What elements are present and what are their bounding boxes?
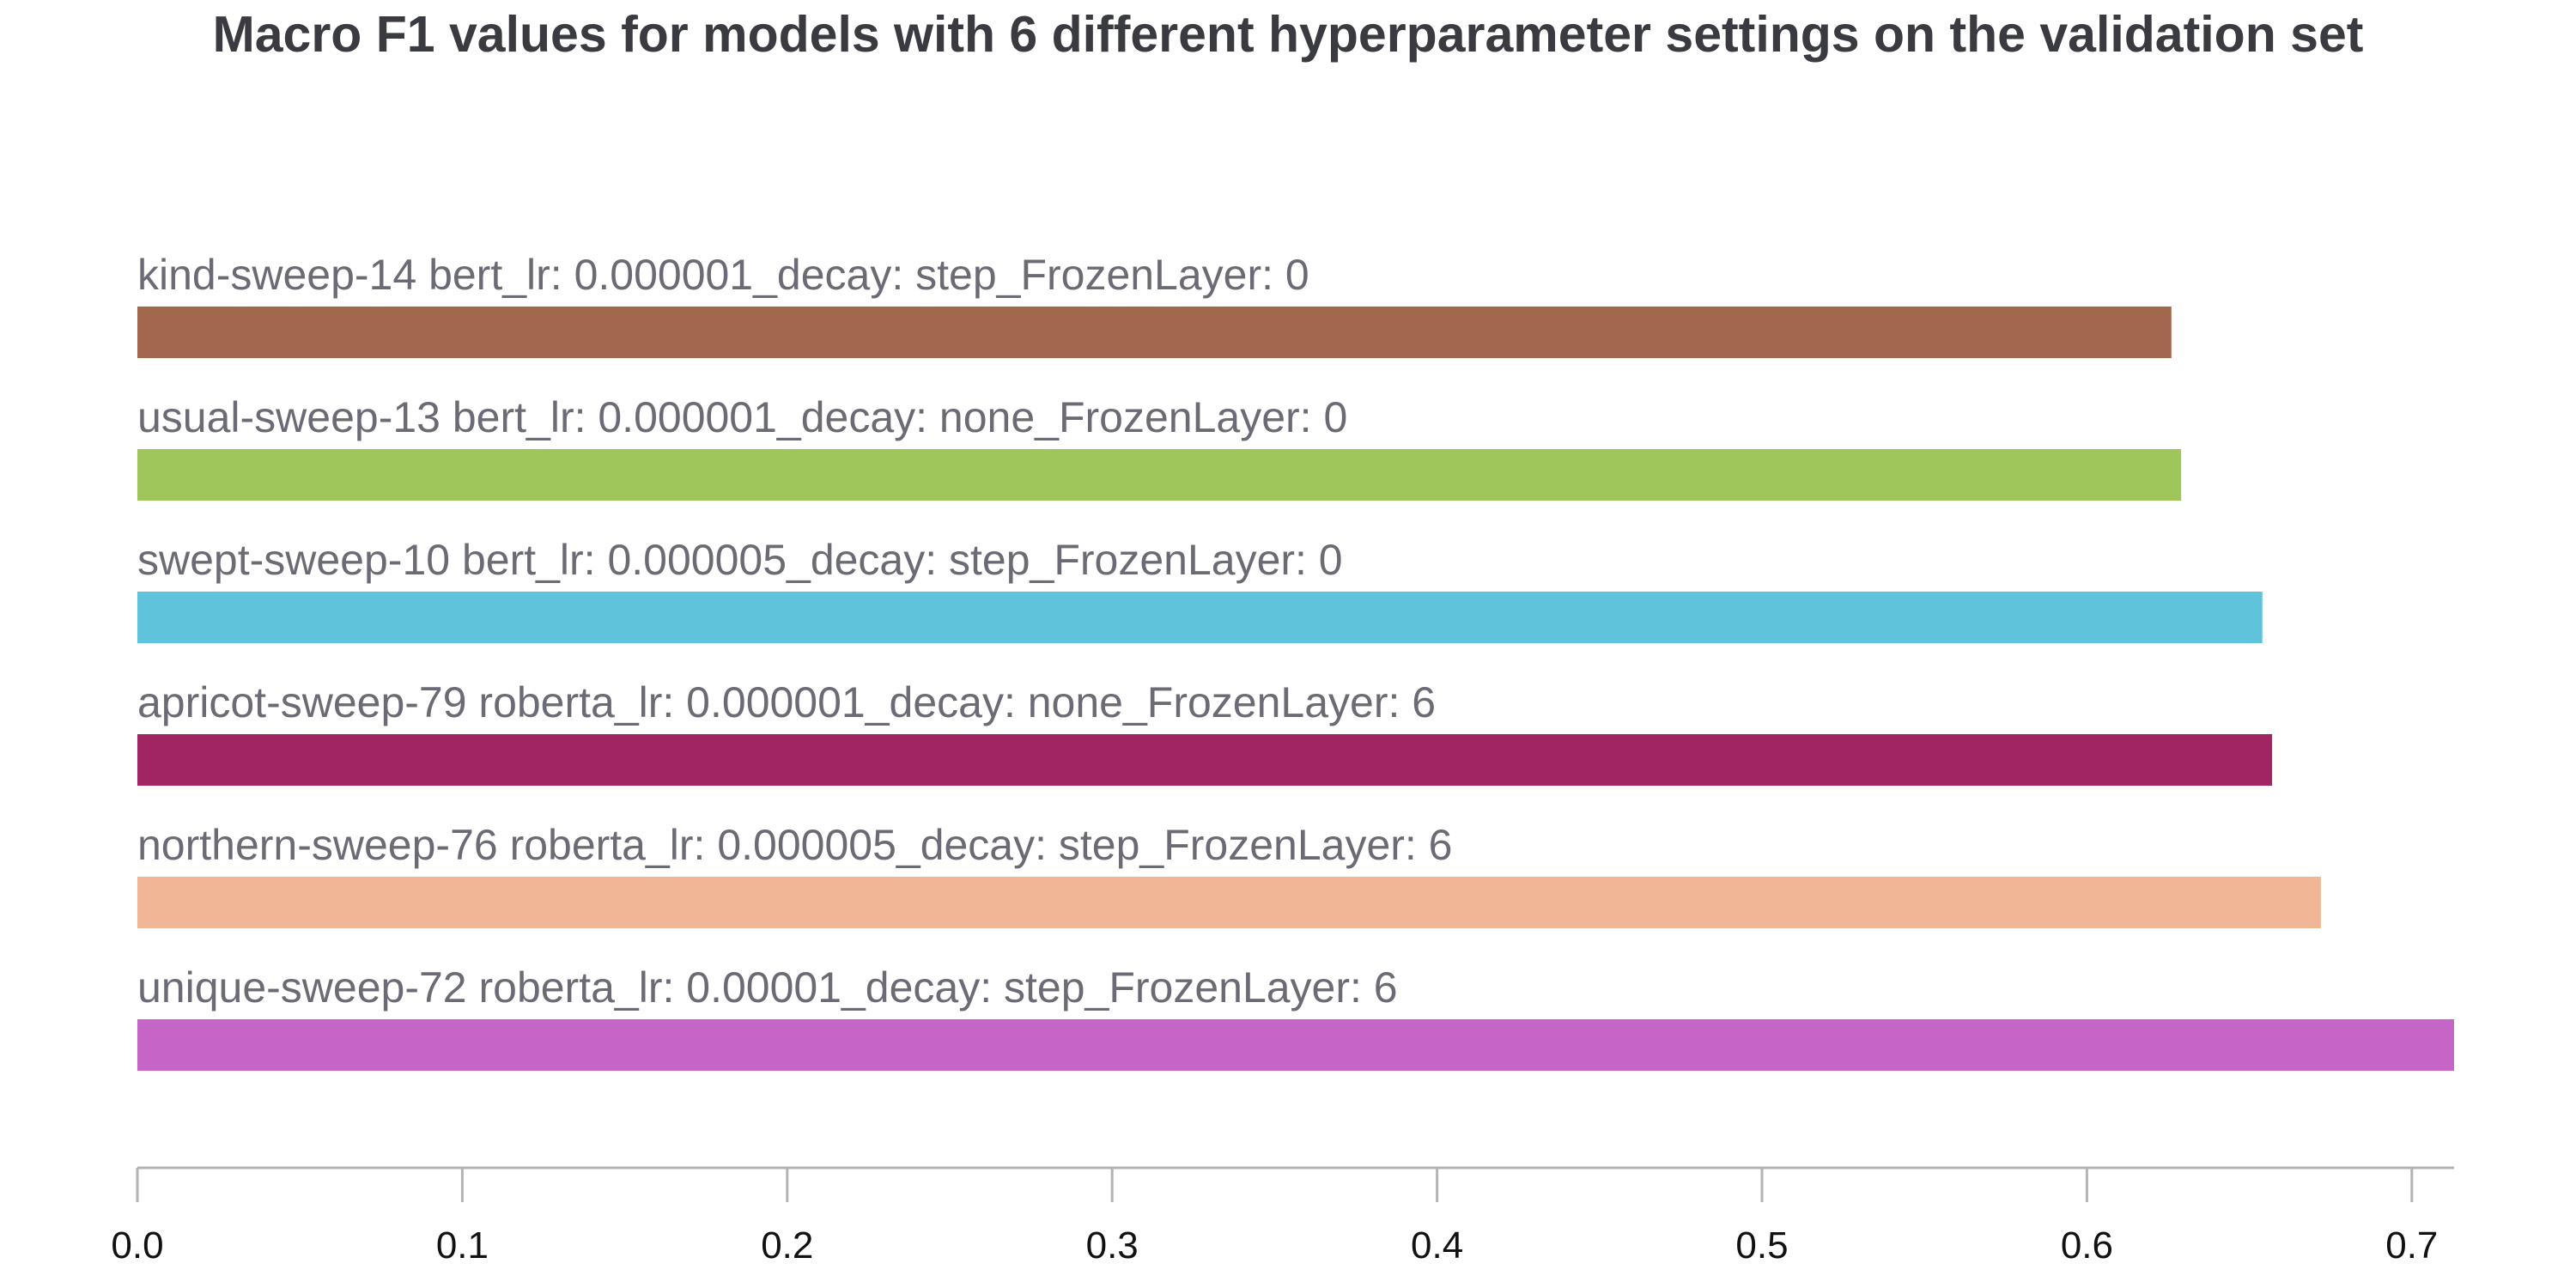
bar-label: usual-sweep-13 bert_lr: 0.000001_decay: … bbox=[137, 393, 1347, 441]
x-tick-label: 0.2 bbox=[761, 1224, 813, 1267]
bar bbox=[137, 307, 2172, 358]
x-axis: 0.0 0.1 0.2 0.3 0.4 0.5 0.6 0.7 bbox=[111, 1166, 2454, 1267]
x-tick-label: 0.4 bbox=[1411, 1224, 1463, 1267]
x-tick-label: 0.5 bbox=[1735, 1224, 1788, 1267]
bar-label: unique-sweep-72 roberta_lr: 0.00001_deca… bbox=[137, 963, 1398, 1012]
bar bbox=[137, 734, 2273, 786]
bar bbox=[137, 1019, 2454, 1071]
x-tick-label: 0.7 bbox=[2385, 1224, 2438, 1267]
bar-label: apricot-sweep-79 roberta_lr: 0.000001_de… bbox=[137, 678, 1436, 726]
bar bbox=[137, 877, 2321, 928]
chart-title: Macro F1 values for models with 6 differ… bbox=[212, 6, 2364, 63]
x-tick-label: 0.0 bbox=[111, 1224, 163, 1267]
x-tick-label: 0.1 bbox=[436, 1224, 489, 1267]
bar-label: swept-sweep-10 bert_lr: 0.000005_decay: … bbox=[137, 536, 1343, 584]
bars-layer: kind-sweep-14 bert_lr: 0.000001_decay: s… bbox=[137, 251, 2454, 1071]
bar bbox=[137, 592, 2263, 643]
bar-label: northern-sweep-76 roberta_lr: 0.000005_d… bbox=[137, 821, 1453, 869]
bar bbox=[137, 449, 2182, 501]
x-tick-label: 0.3 bbox=[1086, 1224, 1139, 1267]
x-tick-label: 0.6 bbox=[2061, 1224, 2113, 1267]
bar-label: kind-sweep-14 bert_lr: 0.000001_decay: s… bbox=[137, 251, 1309, 299]
